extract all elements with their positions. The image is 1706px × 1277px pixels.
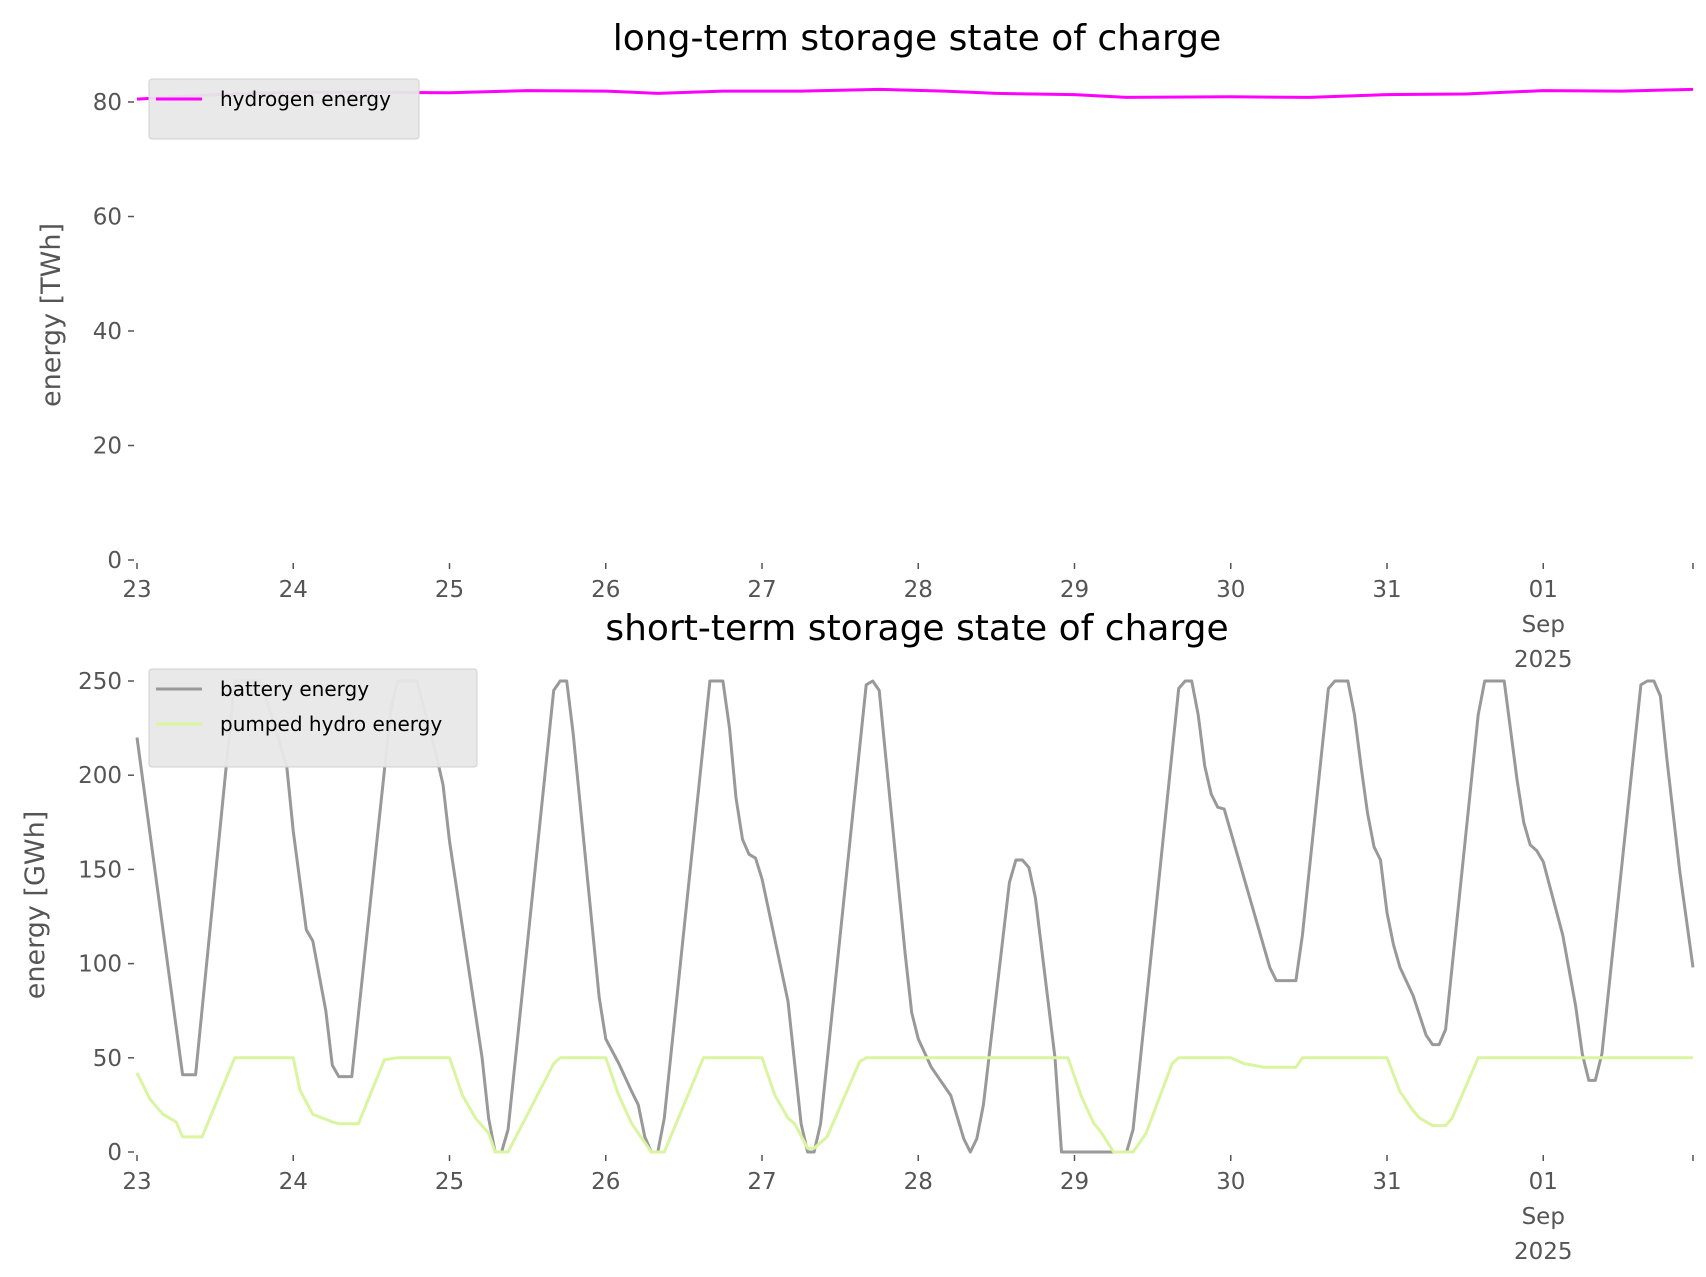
- legend: hydrogen energy: [148, 78, 420, 140]
- x-tick-label: 28: [904, 577, 933, 603]
- x-tick-label: 27: [747, 1169, 776, 1195]
- bottom-chart: short-term storage state of charge energy…: [20, 608, 1695, 1265]
- y-axis-label: energy [GWh]: [20, 811, 51, 999]
- x-tick-label: 30: [1216, 577, 1245, 603]
- legend-label: battery energy: [220, 677, 369, 701]
- x-tick-label: 26: [591, 577, 620, 603]
- y-tick-label: 20: [93, 434, 122, 460]
- x-tick-label: 29: [1060, 1169, 1089, 1195]
- legend-box: [148, 78, 420, 140]
- pumped-hydro-energy-line: [135, 1056, 1693, 1154]
- y-tick-label: 200: [78, 763, 122, 789]
- x-tick-label: 31: [1372, 1169, 1401, 1195]
- y-tick-label: 0: [107, 1140, 122, 1166]
- battery-energy-line: [135, 679, 1695, 1154]
- x-tick-label: 26: [591, 1169, 620, 1195]
- x-tick-label: 30: [1216, 1169, 1245, 1195]
- y-tick-label: 40: [93, 319, 122, 345]
- legend-label: pumped hydro energy: [220, 712, 442, 736]
- legend: battery energy pumped hydro energy: [148, 668, 478, 768]
- y-axis-label: energy [TWh]: [36, 223, 67, 407]
- x-tick-sublabel: Sep: [1522, 612, 1565, 638]
- x-tick-label: 27: [747, 577, 776, 603]
- x-tick-label: 24: [279, 1169, 308, 1195]
- x-tick-label: 01: [1529, 577, 1558, 603]
- x-tick-label: 25: [435, 577, 464, 603]
- y-tick-label: 100: [78, 952, 122, 978]
- chart-title: long-term storage state of charge: [613, 18, 1221, 59]
- x-tick-label: 31: [1372, 577, 1401, 603]
- x-tick-label: 23: [122, 1169, 151, 1195]
- x-tick-label: 24: [279, 577, 308, 603]
- chart-title: short-term storage state of charge: [605, 608, 1228, 649]
- y-tick-label: 150: [78, 857, 122, 883]
- y-tick-label: 60: [93, 205, 122, 231]
- x-tick-label: 28: [904, 1169, 933, 1195]
- y-tick-label: 250: [78, 669, 122, 695]
- x-tick-sublabel: 2025: [1514, 1239, 1573, 1265]
- y-tick-label: 80: [93, 90, 122, 116]
- y-tick-label: 50: [93, 1046, 122, 1072]
- x-tick-label: 01: [1529, 1169, 1558, 1195]
- y-tick-label: 0: [107, 548, 122, 574]
- top-chart: long-term storage state of charge energy …: [36, 18, 1694, 673]
- x-tick-label: 29: [1060, 577, 1089, 603]
- x-tick-sublabel: 2025: [1514, 647, 1573, 673]
- x-tick-label: 25: [435, 1169, 464, 1195]
- legend-box: [148, 668, 478, 768]
- legend-label: hydrogen energy: [220, 87, 391, 111]
- x-tick-sublabel: Sep: [1522, 1204, 1565, 1230]
- x-tick-label: 23: [122, 577, 151, 603]
